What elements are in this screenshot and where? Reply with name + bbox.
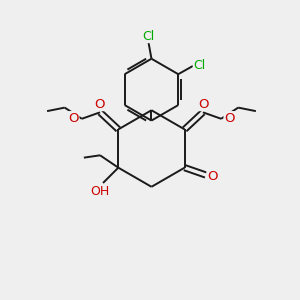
- Text: O: O: [68, 112, 79, 125]
- Text: O: O: [198, 98, 209, 111]
- Text: O: O: [94, 98, 105, 111]
- Text: Cl: Cl: [142, 29, 155, 43]
- Text: O: O: [224, 112, 235, 125]
- Text: Cl: Cl: [193, 59, 206, 72]
- Text: O: O: [207, 170, 217, 183]
- Text: OH: OH: [90, 185, 109, 198]
